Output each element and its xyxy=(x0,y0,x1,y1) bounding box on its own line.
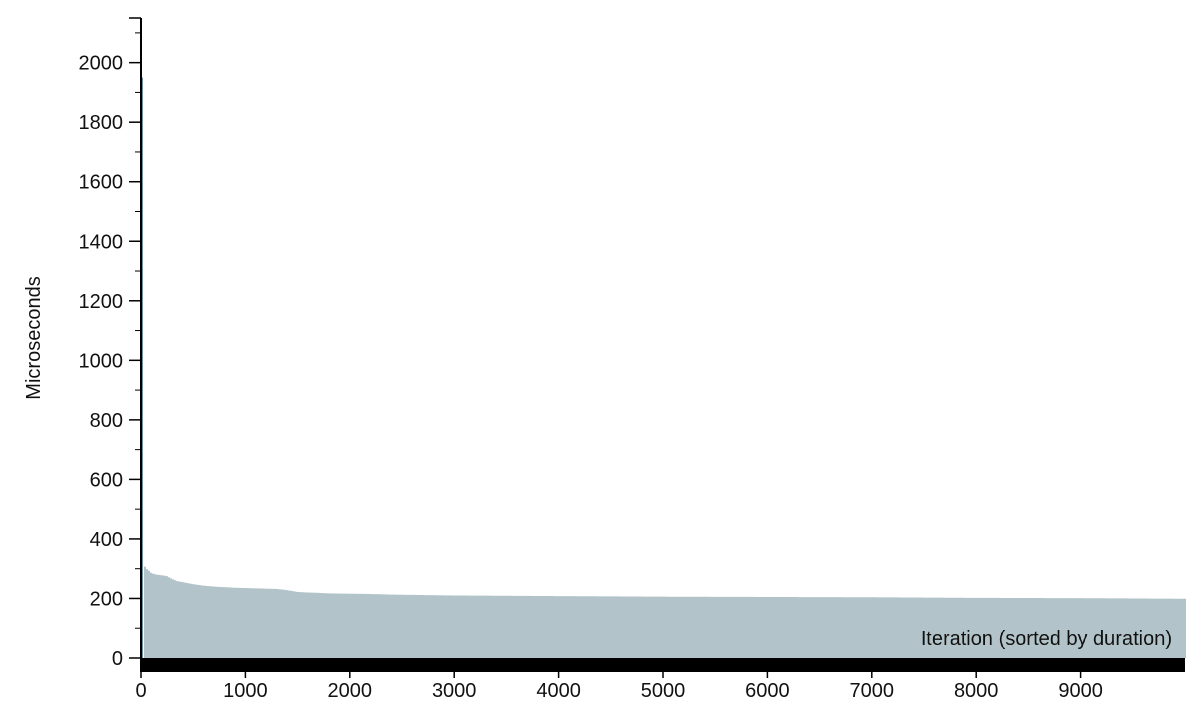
y-tick-label: 1200 xyxy=(79,291,124,313)
x-tick-label: 0 xyxy=(135,680,146,702)
y-tick-label: 2000 xyxy=(79,53,124,75)
y-axis: 0 200 400 600 800 1000 1200 1400 1600 1800 2000 xyxy=(79,17,142,672)
x-tick-label: 8000 xyxy=(954,680,999,702)
bar-series xyxy=(141,77,1186,658)
y-tick-label: 200 xyxy=(90,588,123,610)
y-tick-label: 1400 xyxy=(79,231,124,253)
x-tick-label: 1000 xyxy=(223,680,268,702)
y-tick-label: 600 xyxy=(90,469,123,491)
y-tick-label: 800 xyxy=(90,410,123,432)
y-tick-label: 1800 xyxy=(79,112,124,134)
y-tick-label: 1000 xyxy=(79,350,124,372)
x-axis-title: Iteration (sorted by duration) xyxy=(921,628,1172,650)
y-tick-label: 1600 xyxy=(79,172,124,194)
x-axis-baseline xyxy=(141,658,1185,672)
x-tick-label: 9000 xyxy=(1058,680,1103,702)
y-tick-label: 400 xyxy=(90,529,123,551)
x-tick-label: 6000 xyxy=(745,680,790,702)
x-tick-label: 7000 xyxy=(850,680,895,702)
x-tick-label: 3000 xyxy=(432,680,477,702)
x-tick-label: 5000 xyxy=(641,680,686,702)
y-axis-title: Microseconds xyxy=(23,276,45,399)
x-tick-label: 2000 xyxy=(328,680,373,702)
x-axis: 0 1000 2000 3000 4000 5000 6000 7000 8000 9000 xyxy=(135,658,1185,702)
y-tick-label: 0 xyxy=(112,648,123,670)
x-tick-label: 4000 xyxy=(536,680,581,702)
